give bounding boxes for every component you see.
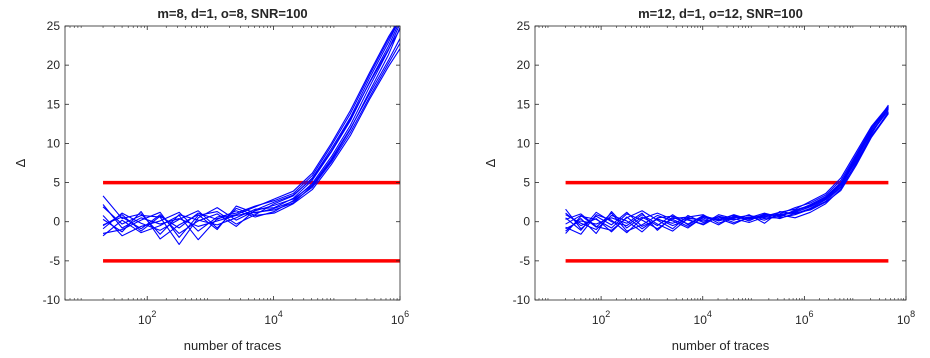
y-axis-label: Δ [483, 158, 498, 167]
y-tick-label: 0 [53, 215, 60, 229]
y-tick-label: 5 [53, 176, 60, 190]
series-line-4 [102, 26, 397, 238]
x-tick-label: 102 [592, 309, 610, 327]
plot-lines [102, 26, 400, 263]
series-line-2 [102, 26, 400, 232]
series-line-5 [102, 26, 397, 237]
y-tick-label: 20 [47, 58, 61, 72]
series-line-10 [102, 28, 400, 235]
series-line-8 [102, 26, 396, 241]
series-line-7 [102, 38, 400, 245]
axes-box [64, 25, 401, 301]
x-tick-label: 104 [694, 309, 712, 327]
y-tick-label: -5 [49, 254, 60, 268]
y-tick-label: 25 [517, 19, 531, 33]
y-tick-label: 15 [517, 97, 531, 111]
axes-box [534, 25, 907, 301]
y-tick-label: 20 [517, 58, 531, 72]
x-axis-label: number of traces [184, 338, 282, 353]
series-line-10 [565, 107, 889, 231]
x-axis-label: number of traces [672, 338, 770, 353]
chart-title: m=12, d=1, o=12, SNR=100 [638, 6, 803, 21]
plot-lines [565, 104, 889, 263]
series-line-9 [565, 111, 889, 233]
y-tick-label: 15 [47, 97, 61, 111]
y-tick-label: -5 [519, 254, 530, 268]
y-tick-label: 10 [47, 136, 61, 150]
left-panel: -10 -5 0 5 10 15 20 25 102 104 106 m=8, d=1, o=8, S… [13, 6, 409, 353]
x-tick-label: 106 [795, 309, 813, 327]
right-panel: -10 -5 0 5 10 15 20 25 102 104 106 108 m=12, d=1, o=… [483, 6, 915, 353]
series-line-9 [102, 42, 400, 240]
x-tick-label: 106 [391, 309, 409, 327]
y-tick-label: 10 [517, 136, 531, 150]
y-tick-label: 0 [523, 215, 530, 229]
y-tick-label: -10 [513, 293, 531, 307]
chart-title: m=8, d=1, o=8, SNR=100 [157, 6, 307, 21]
x-tick-label: 102 [138, 309, 156, 327]
y-tick-label: 25 [47, 19, 61, 33]
series-line-7 [565, 108, 889, 232]
plot-area [65, 26, 400, 300]
y-tick-label: 5 [523, 176, 530, 190]
x-tick-label: 104 [264, 309, 282, 327]
series-line-5 [565, 106, 889, 233]
y-tick-label: -10 [43, 293, 61, 307]
x-tick-label: 108 [897, 309, 915, 327]
y-axis-label: Δ [13, 158, 28, 167]
plot-area [535, 26, 906, 300]
